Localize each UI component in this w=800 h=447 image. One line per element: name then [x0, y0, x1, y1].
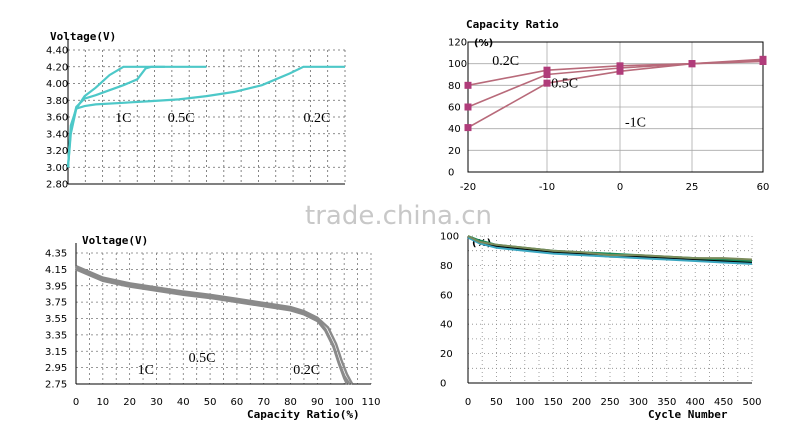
y-tick-label: 80 [440, 261, 453, 272]
y-tick-label: 3.35 [45, 330, 67, 341]
x-tick-label: 10 [96, 397, 109, 408]
series-line-0.5C [66, 65, 207, 168]
x-tick-label: -10 [539, 182, 555, 193]
x-tick-label: 100 [515, 397, 534, 408]
y-tick-label: 60 [448, 103, 461, 114]
x-tick-label: -20 [460, 182, 476, 193]
series-label: 0.5C [189, 351, 216, 366]
x-tick-label: 300 [629, 397, 648, 408]
series-label: -1C [625, 116, 646, 131]
y-tick-label: 4.00 [46, 79, 68, 90]
x-tick-label: 20 [123, 397, 136, 408]
series-line-0.2C [75, 264, 354, 385]
data-point [759, 58, 767, 65]
y-tick-label: 0 [448, 168, 454, 179]
y-tick-label: 2.75 [45, 380, 67, 391]
series-line [467, 236, 753, 265]
y-tick-label: 3.95 [45, 281, 67, 292]
data-point [464, 124, 472, 132]
y-tick-label: 100 [440, 232, 459, 243]
y-tick-label: 3.75 [45, 298, 67, 309]
x-tick-label: 0 [617, 182, 623, 193]
capacity-temperature-chart: 120 100 80 60 40 20 0 -20 -10 0 25 60 Capacity Ratio… [448, 18, 769, 193]
y-tick-label: 4.40 [46, 46, 68, 57]
x-tick-label: 200 [572, 397, 591, 408]
series-line [467, 235, 753, 261]
series-label: 0.2C [293, 363, 320, 378]
x-tick-label: 40 [177, 397, 190, 408]
x-tick-label: 60 [231, 397, 244, 408]
data-point [464, 103, 472, 111]
y-tick-label: 3.55 [45, 314, 67, 325]
x-tick-label: 100 [335, 397, 354, 408]
data-point [543, 79, 551, 87]
x-tick-label: 80 [284, 397, 297, 408]
y-tick-label: 2.80 [46, 180, 68, 191]
x-tick-label: 50 [490, 397, 503, 408]
x-tick-label: 350 [657, 397, 676, 408]
data-point [616, 67, 624, 75]
y-tick-label: 2.95 [45, 363, 67, 374]
x-tick-label: 150 [544, 397, 563, 408]
y-tick-label: 3.80 [46, 96, 68, 107]
x-tick-label: 90 [311, 397, 324, 408]
series-label: 0.2C [303, 111, 330, 126]
y-tick-label: 3.15 [45, 347, 67, 358]
chart-title: Voltage(V) [50, 30, 116, 43]
unit-label: (%) [474, 38, 493, 49]
y-tick-label: 100 [448, 59, 467, 70]
y-tick-label: 4.20 [46, 62, 68, 73]
chart-title: Capacity Ratio [466, 18, 559, 31]
y-tick-label: 40 [440, 320, 453, 331]
x-axis-label: Capacity Ratio(%) [247, 408, 360, 421]
x-tick-label: 25 [686, 182, 699, 193]
data-point [543, 66, 551, 74]
series-line-1C [467, 60, 764, 129]
series-label: 1C [115, 111, 131, 126]
x-tick-label: 60 [757, 182, 770, 193]
x-tick-label: 0 [465, 397, 471, 408]
y-tick-label: 3.20 [46, 146, 68, 157]
series-label: 0.5C [168, 111, 195, 126]
series-label: 0.2C [492, 54, 519, 69]
series-label: 1C [138, 363, 154, 378]
y-tick-label: 20 [448, 146, 461, 157]
y-tick-label: 3.00 [46, 163, 68, 174]
y-tick-label: 60 [440, 290, 453, 301]
series-label: 0.5C [551, 77, 578, 92]
y-tick-label: 40 [448, 124, 461, 135]
series-line-0.2C [66, 65, 345, 168]
voltage-discharge-chart: 4.35 4.15 3.95 3.75 3.55 3.35 3.15 2.95 2.75 0 10 2… [45, 234, 381, 421]
x-tick-label: 110 [361, 397, 380, 408]
series-line-0.5C [75, 266, 351, 385]
y-tick-label: 3.40 [46, 129, 68, 140]
y-tick-label: 120 [448, 38, 467, 49]
voltage-charge-chart: 4.40 4.20 4.00 3.80 3.60 3.40 3.20 3.00 2.80 Volt… [46, 30, 346, 191]
x-tick-label: 30 [150, 397, 163, 408]
x-tick-label: 50 [204, 397, 217, 408]
x-tick-label: 450 [714, 397, 733, 408]
y-tick-label: 4.15 [45, 265, 67, 276]
y-tick-label: 4.35 [45, 249, 67, 260]
data-point [543, 71, 551, 78]
x-tick-label: 500 [742, 397, 761, 408]
y-tick-label: 0 [440, 379, 446, 390]
data-point [688, 60, 696, 68]
x-tick-label: 70 [257, 397, 270, 408]
y-tick-label: 3.60 [46, 113, 68, 124]
x-tick-label: 400 [686, 397, 705, 408]
y-tick-label: 20 [440, 349, 453, 360]
y-tick-label: 80 [448, 81, 461, 92]
x-tick-label: 0 [73, 397, 79, 408]
watermark-text: trade.china.cn [305, 201, 492, 231]
data-point [464, 81, 472, 89]
x-axis-label: Cycle Number [648, 408, 728, 421]
chart-title: Voltage(V) [82, 234, 148, 247]
x-tick-label: 250 [600, 397, 619, 408]
